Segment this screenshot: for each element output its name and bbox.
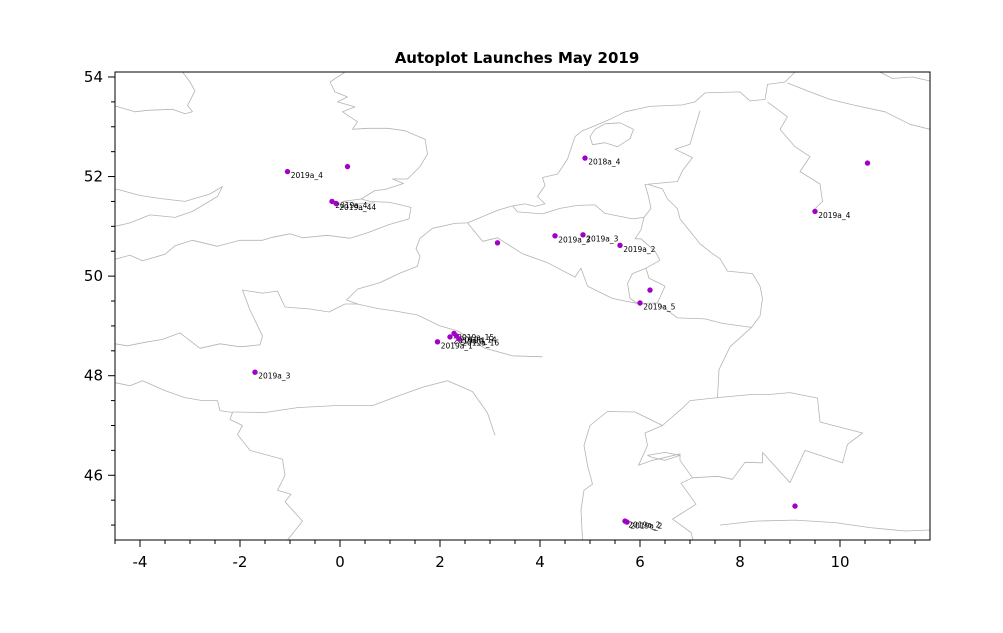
x-axis-tick-label: 10 xyxy=(830,553,849,571)
y-axis-tick-label: 52 xyxy=(84,168,103,186)
scatter-point[interactable] xyxy=(329,198,335,205)
coastline-border-path xyxy=(787,82,930,130)
scatter-point-label: 2019a_5 xyxy=(643,303,675,312)
coastline-border-path xyxy=(879,72,930,82)
scatter-point-label: 2019a_4 xyxy=(335,201,367,210)
basemap-layer xyxy=(115,72,930,540)
x-axis-tick-label: 6 xyxy=(635,553,645,571)
coastline-border-path xyxy=(580,411,663,540)
scatter-point[interactable] xyxy=(552,233,558,239)
scatter-point-label: 2019a_16 xyxy=(462,338,499,347)
coastline-border-path xyxy=(627,267,658,304)
coastline-border-path xyxy=(647,451,681,461)
scatter-point[interactable] xyxy=(580,232,586,238)
plot-frame xyxy=(114,71,931,541)
scatter-point-label: 2019a_3 xyxy=(558,235,590,244)
x-axis-tick-label: 0 xyxy=(335,553,345,571)
scatter-point-label: 2018a_4 xyxy=(588,158,620,167)
coastline-border-path xyxy=(638,392,863,484)
scatter-point-label: 2019a_2 xyxy=(623,245,655,254)
scatter-point[interactable] xyxy=(812,208,818,215)
scatter-point[interactable] xyxy=(624,519,630,525)
scatter-point-label: 2019a_4 xyxy=(291,171,323,180)
scatter-point[interactable] xyxy=(792,503,798,509)
coastline-border-path xyxy=(634,110,701,240)
coastline-border-path xyxy=(354,303,543,358)
scatter-point[interactable] xyxy=(447,334,453,340)
coastline-border-path xyxy=(640,238,752,398)
coastline-border-path xyxy=(719,519,930,532)
x-axis-tick-label: -2 xyxy=(233,553,248,571)
scatter-point-label: 2019a_2 xyxy=(630,522,662,531)
y-axis-tick-label: 54 xyxy=(84,68,103,86)
scatter-point[interactable] xyxy=(647,287,653,293)
coastline-border-path xyxy=(115,72,428,262)
scatter-point[interactable] xyxy=(333,200,339,207)
scatter-point-label: 2019a_1 xyxy=(441,341,473,350)
x-axis-tick-label: 2 xyxy=(435,553,445,571)
x-axis-tick-label: 8 xyxy=(735,553,745,571)
scatter-point-label: 2019a_14 xyxy=(460,335,497,344)
coastline-border-path xyxy=(115,380,303,540)
data-layer: 2019a_42019a_42019a_442019a_32019a_32019… xyxy=(252,155,871,531)
coastline-border-path xyxy=(232,380,496,436)
scatter-point-label: 2019a_3 xyxy=(258,372,290,381)
scatter-point-label: 2019a_4 xyxy=(818,211,850,220)
coastline-border-path xyxy=(512,101,696,207)
scatter-point[interactable] xyxy=(494,240,501,246)
scatter-point-label: 2019a_3 xyxy=(586,234,618,243)
scatter-point[interactable] xyxy=(434,339,441,345)
coastline-border-path xyxy=(512,204,645,220)
scatter-point-label: 2019a_44 xyxy=(339,203,376,212)
scatter-point[interactable] xyxy=(617,242,623,248)
x-axis-tick-label: 4 xyxy=(535,553,545,571)
scatter-point-label: 2019a_2 xyxy=(628,521,660,530)
coastline-border-path xyxy=(767,101,823,212)
coastline-border-path xyxy=(648,184,763,328)
scatter-point[interactable] xyxy=(252,369,258,375)
x-axis-tick-label: -4 xyxy=(133,553,148,571)
coastline-border-path xyxy=(115,72,196,115)
coastline-border-path xyxy=(694,72,796,103)
scatter-point[interactable] xyxy=(344,163,351,170)
scatter-point[interactable] xyxy=(284,168,291,175)
y-axis-tick-label: 50 xyxy=(84,267,103,285)
scatter-point[interactable] xyxy=(864,160,871,166)
coastline-border-path xyxy=(672,477,697,540)
scatter-point[interactable] xyxy=(582,155,588,161)
coastline-border-path xyxy=(342,198,376,205)
chart-title: Autoplot Launches May 2019 xyxy=(395,49,640,67)
scatter-point[interactable] xyxy=(456,336,462,342)
scatter-point-label: 2019a_1 xyxy=(453,336,485,345)
coastline-border-path xyxy=(589,122,634,148)
coastline-border-path xyxy=(115,205,513,349)
coastline-border-path xyxy=(467,222,638,304)
coastline-border-path xyxy=(115,186,223,202)
coastline-border-path xyxy=(115,186,223,227)
scatter-point-label: 2019a_15 xyxy=(457,333,494,342)
y-axis-tick-label: 48 xyxy=(84,367,103,385)
y-axis-tick-label: 46 xyxy=(84,466,103,484)
scatter-point[interactable] xyxy=(637,300,643,306)
